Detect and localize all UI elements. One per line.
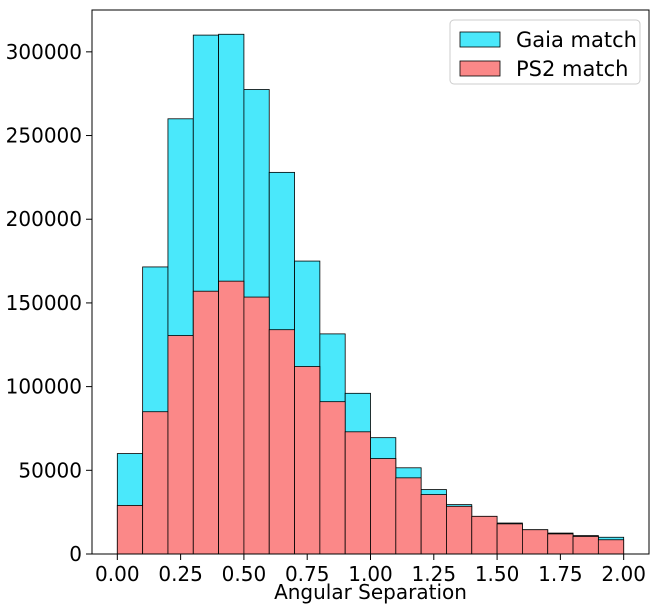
legend-label-gaia: Gaia match [516, 28, 637, 52]
x-tick-label: 1.00 [348, 562, 393, 586]
y-tick-label: 50000 [18, 458, 82, 482]
bar-ps2-11 [395, 477, 422, 555]
bar-ps2-14 [471, 515, 498, 555]
bar-ps2-3 [192, 290, 219, 555]
bar-ps2-13 [446, 505, 473, 555]
bar-ps2-12 [420, 494, 447, 555]
bar-ps2-17 [547, 533, 574, 555]
x-tick-label: 1.50 [475, 562, 520, 586]
y-tick-label: 300000 [6, 40, 82, 64]
bar-ps2-9 [344, 431, 371, 555]
x-tick-label: 1.75 [538, 562, 583, 586]
x-tick-label: 0.75 [285, 562, 330, 586]
legend-label-ps2: PS2 match [516, 57, 628, 81]
x-tick-label: 2.00 [601, 562, 646, 586]
bar-ps2-18 [572, 536, 599, 555]
y-tick-label: 0 [69, 542, 82, 566]
y-tick-label: 150000 [6, 291, 82, 315]
series-1-bars [116, 280, 625, 555]
bar-ps2-7 [294, 366, 321, 555]
y-tick-label: 100000 [6, 375, 82, 399]
legend-swatch-ps2 [459, 60, 501, 77]
x-tick-label: 0.50 [222, 562, 267, 586]
x-axis-label: Angular Separation [274, 580, 467, 604]
y-tick-label: 200000 [6, 207, 82, 231]
y-tick-label: 250000 [6, 124, 82, 148]
x-axis-ticks: 0.00 0.25 0.50 0.75 1.00 1.25 1.50 1.75 2.00 [95, 554, 646, 586]
legend-swatch-gaia [459, 31, 501, 48]
y-axis-ticks: 0 50000 100000 150000 200000 250000 300000 [6, 40, 92, 566]
bar-ps2-5 [243, 296, 270, 555]
legend: Gaia match PS2 match [449, 19, 641, 85]
bars-layer [116, 33, 625, 555]
bar-ps2-15 [496, 523, 523, 555]
bar-ps2-6 [268, 329, 295, 555]
x-tick-label: 0.00 [95, 562, 140, 586]
bar-ps2-10 [370, 458, 397, 555]
bar-ps2-1 [142, 411, 169, 555]
x-tick-label: 1.25 [412, 562, 457, 586]
bar-ps2-19 [597, 539, 625, 555]
bar-ps2-2 [167, 335, 194, 555]
bar-ps2-0 [116, 505, 144, 555]
bar-ps2-4 [218, 280, 245, 555]
bar-ps2-16 [522, 529, 549, 555]
x-tick-label: 0.25 [158, 562, 203, 586]
bar-ps2-8 [319, 401, 346, 555]
